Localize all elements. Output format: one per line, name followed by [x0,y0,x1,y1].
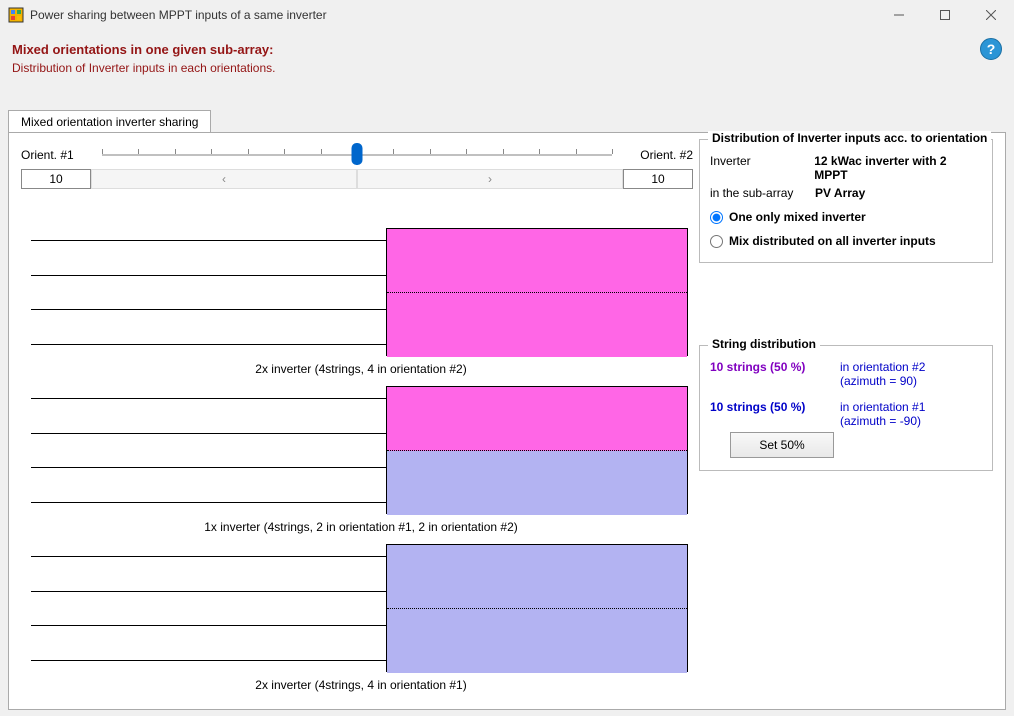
app-icon [8,7,24,23]
radio-mix-all[interactable]: Mix distributed on all inverter inputs [710,234,982,248]
inverter-value: 12 kWac inverter with 2 MPPT [814,154,982,182]
window-controls [876,0,1014,30]
string-count-orient2: 10 strings (50 %) [710,360,840,388]
string-desc-orient1: in orientation #1 (azimuth = -90) [840,400,925,428]
inverter-caption: 2x inverter (4strings, 4 in orientation … [31,678,691,692]
set-50-button[interactable]: Set 50% [730,432,834,458]
slider-right-arrow[interactable]: › [357,169,623,189]
inverter-caption: 1x inverter (4strings, 2 in orientation … [31,520,691,534]
orient1-count-input[interactable] [21,169,91,189]
slider-thumb[interactable] [352,143,363,165]
string-distribution-title: String distribution [708,337,820,351]
close-button[interactable] [968,0,1014,30]
help-icon[interactable]: ? [980,38,1002,60]
minimize-button[interactable] [876,0,922,30]
slider-left-arrow[interactable]: ‹ [91,169,357,189]
radio-mix-all-input[interactable] [710,235,723,248]
inverter-block: 2x inverter (4strings, 4 in orientation … [31,228,691,380]
subarray-label: in the sub-array [710,186,815,200]
tab-body: Orient. #1 Orient. #2 ‹ › Distribution o… [8,132,1006,710]
titlebar: Power sharing between MPPT inputs of a s… [0,0,1014,30]
inverter-label: Inverter [710,154,814,182]
header-subtitle: Distribution of Inverter inputs in each … [12,61,1002,75]
inverter-block: 2x inverter (4strings, 4 in orientation … [31,544,691,696]
orientation-slider-row: Orient. #1 Orient. #2 [21,145,693,165]
maximize-button[interactable] [922,0,968,30]
orientation-slider[interactable] [94,145,620,165]
orient2-count-input[interactable] [623,169,693,189]
orient2-label: Orient. #2 [628,148,693,162]
orient1-label: Orient. #1 [21,148,86,162]
inverter-block: 1x inverter (4strings, 2 in orientation … [31,386,691,538]
window-title: Power sharing between MPPT inputs of a s… [30,8,876,22]
string-desc-orient2: in orientation #2 (azimuth = 90) [840,360,925,388]
string-count-orient1: 10 strings (50 %) [710,400,840,428]
distribution-panel-title: Distribution of Inverter inputs acc. to … [708,131,991,145]
radio-one-mixed[interactable]: One only mixed inverter [710,210,982,224]
radio-one-mixed-input[interactable] [710,211,723,224]
subarray-value: PV Array [815,186,865,200]
string-distribution-panel: String distribution 10 strings (50 %) in… [699,345,993,471]
distribution-panel: Distribution of Inverter inputs acc. to … [699,139,993,263]
header-title: Mixed orientations in one given sub-arra… [12,42,1002,57]
inverter-caption: 2x inverter (4strings, 4 in orientation … [31,362,691,376]
header: Mixed orientations in one given sub-arra… [0,30,1014,79]
tab-mixed-orientation[interactable]: Mixed orientation inverter sharing [8,110,211,133]
inverter-diagram: 2x inverter (4strings, 4 in orientation … [31,228,691,702]
